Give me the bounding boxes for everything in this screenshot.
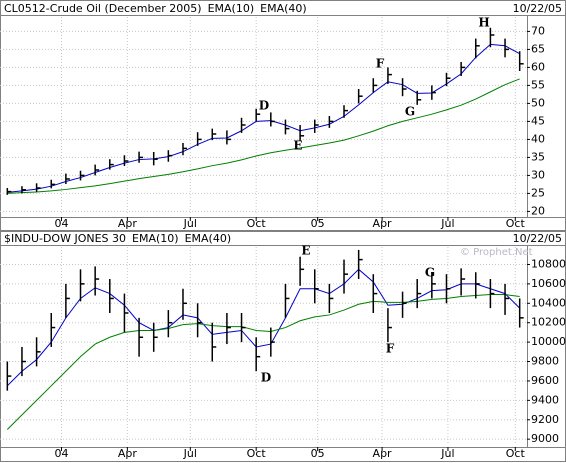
y-tick-label: 30 — [531, 168, 545, 181]
legend-label: EMA(40) — [260, 2, 307, 15]
annotation: G — [405, 105, 415, 119]
panel-frame — [0, 231, 566, 462]
y-tick-label: 10400 — [531, 296, 566, 309]
x-tick-label: Apr — [118, 447, 138, 460]
chart-date: 10/22/05 — [513, 232, 562, 245]
annotation: D — [259, 99, 269, 113]
y-tick-label: 9800 — [531, 355, 559, 368]
y-tick-label: 40 — [531, 132, 545, 145]
x-tick-label: Jul — [183, 217, 197, 230]
watermark: © Prophet.Net — [460, 247, 533, 258]
y-tick-label: 55 — [531, 78, 545, 91]
x-tick-label: Oct — [247, 447, 267, 460]
legend-label: EMA(10) — [208, 2, 255, 15]
annotation: E — [301, 244, 310, 258]
annotation: D — [261, 371, 271, 385]
annotation: E — [293, 139, 302, 153]
y-tick-label: 45 — [531, 114, 545, 127]
y-tick-label: 65 — [531, 42, 545, 55]
y-tick-label: 10000 — [531, 335, 566, 348]
x-tick-label: Oct — [247, 217, 267, 230]
y-tick-label: 10200 — [531, 316, 566, 329]
x-tick-label: Jul — [440, 217, 454, 230]
legend-label: EMA(40) — [185, 232, 232, 245]
chart-title: $INDU-DOW JONES 30 — [4, 232, 126, 245]
y-tick-label: 50 — [531, 96, 545, 109]
annotation: F — [386, 342, 395, 356]
ema-line — [7, 78, 520, 194]
x-tick-label: 04 — [54, 217, 68, 230]
x-tick-label: 05 — [311, 447, 325, 460]
chart-date: 10/22/05 — [513, 2, 562, 15]
x-tick-label: 04 — [54, 447, 68, 460]
y-tick-label: 25 — [531, 186, 545, 199]
y-tick-label: 9200 — [531, 413, 559, 426]
y-tick-label: 9600 — [531, 374, 559, 387]
x-tick-label: Apr — [373, 447, 393, 460]
x-tick-label: Apr — [118, 217, 138, 230]
x-tick-label: Oct — [506, 217, 526, 230]
ema-line — [7, 43, 520, 193]
legend-label: EMA(10) — [132, 232, 179, 245]
y-tick-label: 20 — [531, 204, 545, 217]
annotation: H — [478, 16, 489, 30]
x-tick-label: 05 — [311, 217, 325, 230]
y-tick-label: 9000 — [531, 432, 559, 445]
x-tick-label: Jul — [440, 447, 454, 460]
y-tick-label: 70 — [531, 24, 545, 37]
x-tick-label: Apr — [373, 217, 393, 230]
panel-frame — [0, 0, 566, 231]
chart-title: CL0512-Crude Oil (December 2005) — [4, 2, 202, 15]
y-tick-label: 9400 — [531, 393, 559, 406]
x-tick-label: Jul — [183, 447, 197, 460]
y-tick-label: 60 — [531, 60, 545, 73]
annotation: F — [376, 57, 385, 71]
y-tick-label: 35 — [531, 150, 545, 163]
ema-line — [6, 268, 521, 387]
y-tick-label: 10600 — [531, 277, 566, 290]
y-tick-label: 10800 — [531, 257, 566, 270]
annotation: G — [425, 266, 435, 280]
x-tick-label: Oct — [506, 447, 526, 460]
ema-line — [6, 294, 520, 430]
